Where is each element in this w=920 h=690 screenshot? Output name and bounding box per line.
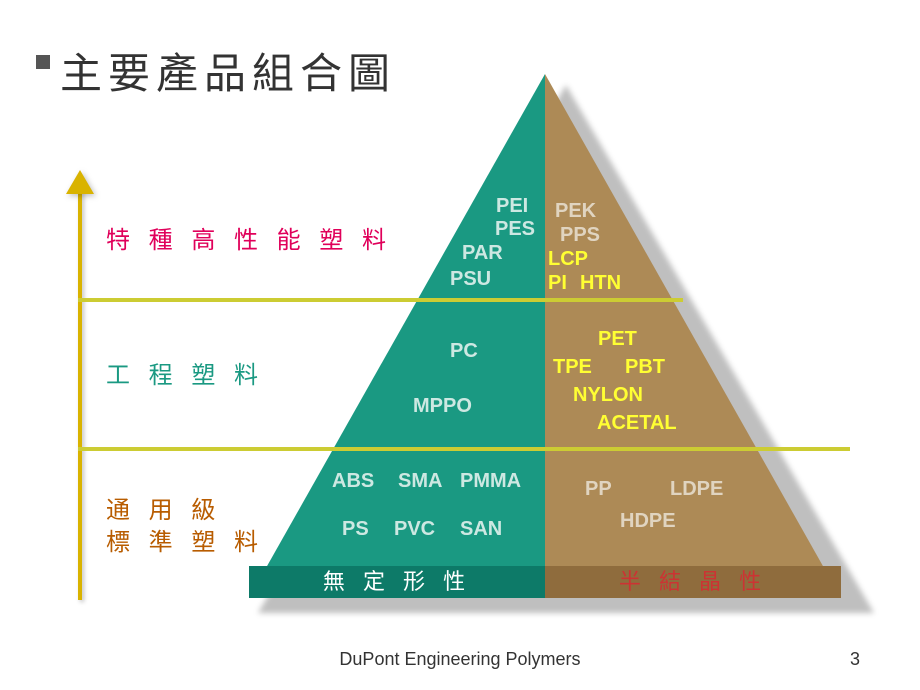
plastic-label: SAN bbox=[460, 518, 502, 541]
category-label-mid: 工 程 塑 料 bbox=[106, 355, 264, 390]
plastic-label: PP bbox=[585, 478, 612, 501]
plastic-label: PS bbox=[342, 518, 369, 541]
plastic-label: PPS bbox=[560, 224, 600, 247]
base-left: 無 定 形 性 bbox=[249, 566, 545, 598]
plastic-label: PVC bbox=[394, 518, 435, 541]
plastic-label: PES bbox=[495, 218, 535, 241]
plastic-label: PBT bbox=[625, 356, 665, 379]
plastic-label: LCP bbox=[548, 248, 588, 271]
plastic-label: PC bbox=[450, 340, 478, 363]
plastic-label: SMA bbox=[398, 470, 442, 493]
base-right: 半 結 晶 性 bbox=[545, 566, 841, 598]
base-right-label: 半 結 晶 性 bbox=[545, 566, 841, 598]
plastic-label: PMMA bbox=[460, 470, 521, 493]
plastic-label: NYLON bbox=[573, 384, 643, 407]
plastic-label: PI bbox=[548, 272, 567, 295]
plastic-label: PSU bbox=[450, 268, 491, 291]
divider-line bbox=[78, 447, 850, 451]
page-number: 3 bbox=[850, 649, 860, 670]
arrow-shaft bbox=[78, 190, 82, 600]
title-bullet bbox=[36, 55, 50, 69]
plastic-label: ACETAL bbox=[597, 412, 677, 435]
plastic-label: HTN bbox=[580, 272, 621, 295]
plastic-label: MPPO bbox=[413, 395, 472, 418]
footer-text: DuPont Engineering Polymers bbox=[0, 649, 920, 670]
plastic-label: PEK bbox=[555, 200, 596, 223]
base-left-label: 無 定 形 性 bbox=[249, 566, 545, 598]
divider-line bbox=[78, 298, 683, 302]
pyramid-right-half bbox=[545, 74, 841, 598]
category-label-bot1: 通 用 級 bbox=[106, 490, 221, 525]
pyramid-base: 無 定 形 性 半 結 晶 性 bbox=[249, 566, 841, 598]
plastic-label: HDPE bbox=[620, 510, 676, 533]
plastic-label: PEI bbox=[496, 195, 528, 218]
plastic-label: PET bbox=[598, 328, 637, 351]
category-label-bot2: 標 準 塑 料 bbox=[106, 522, 264, 557]
arrow-head-icon bbox=[66, 170, 94, 194]
plastic-label: LDPE bbox=[670, 478, 723, 501]
plastic-label: PAR bbox=[462, 242, 503, 265]
plastic-label: TPE bbox=[553, 356, 592, 379]
plastic-label: ABS bbox=[332, 470, 374, 493]
